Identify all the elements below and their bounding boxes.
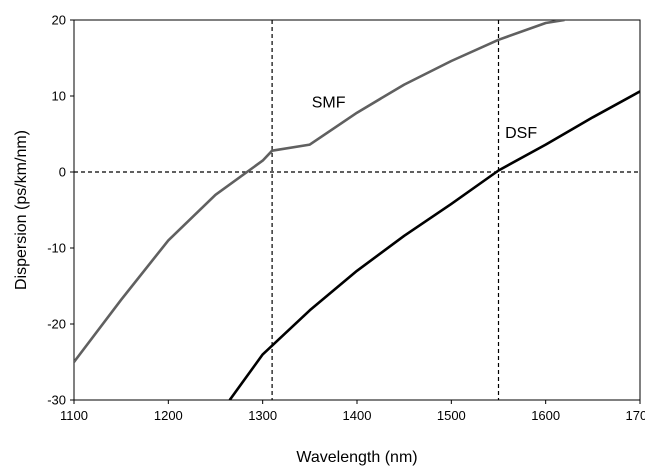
y-tick-label: 10: [52, 89, 66, 104]
x-tick-label: 1100: [60, 408, 88, 423]
x-tick-label: 1500: [437, 408, 466, 423]
series-line-smf: [74, 20, 565, 363]
y-tick-label: -10: [47, 241, 66, 256]
series-layer: [74, 20, 640, 400]
x-tick-label: 1600: [531, 408, 560, 423]
x-axis-title: Wavelength (nm): [296, 449, 417, 466]
y-tick-label: -20: [47, 317, 66, 332]
y-axis-ticks: -30 -20 -10 0 10 20: [47, 13, 74, 408]
x-tick-label: 1700: [626, 408, 645, 423]
x-tick-label: 1200: [154, 408, 183, 423]
y-tick-label: 0: [59, 165, 66, 180]
y-axis-title: Dispersion (ps/km/nm): [13, 130, 30, 290]
y-tick-label: 20: [52, 13, 66, 28]
x-tick-label: 1400: [343, 408, 372, 423]
x-axis-ticks: 1100 1200 1300 1400 1500 1600 1700: [60, 400, 645, 423]
series-label-smf: SMF: [312, 94, 346, 111]
reference-lines: [74, 20, 640, 400]
series-line-dsf: [228, 90, 640, 400]
x-tick-label: 1300: [248, 408, 277, 423]
y-tick-label: -30: [47, 393, 66, 408]
series-labels: SMF DSF: [312, 94, 538, 141]
series-label-dsf: DSF: [505, 125, 537, 142]
plot-area: [73, 19, 641, 401]
